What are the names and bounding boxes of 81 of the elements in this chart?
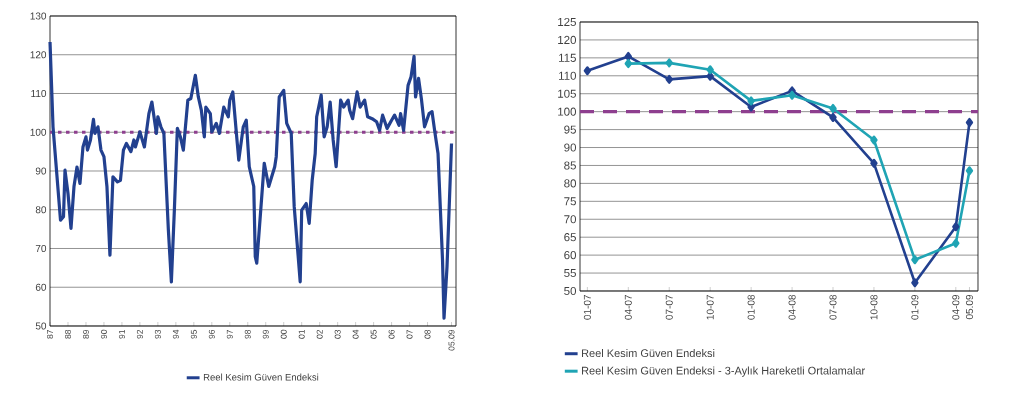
point — [911, 278, 919, 288]
y-tick-label: 90 — [35, 167, 47, 175]
x-tick-label: 90 — [100, 329, 107, 339]
x-tick-label: 04 — [352, 329, 359, 339]
x-tick-label: 01 — [298, 329, 305, 339]
x-tick-label: 01-08 — [747, 294, 755, 320]
y-tick-label: 120 — [558, 35, 577, 44]
y-tick-label: 50 — [35, 322, 47, 330]
point — [965, 117, 974, 127]
y-tick-label: 110 — [559, 71, 577, 80]
x-tick-label: 92 — [136, 329, 143, 339]
y-tick-label: 75 — [564, 197, 576, 206]
y-tick-label: 120 — [30, 51, 47, 59]
legend-label: Reel Kesim Güven Endeksi — [203, 373, 319, 381]
y-tick-label: 85 — [564, 161, 576, 170]
legend-label: Reel Kesim Güven Endeksi - 3-Aylık Hareketli Ortalamalar — [582, 366, 865, 377]
x-tick-label: 94 — [172, 329, 179, 339]
x-tick-label: 03 — [334, 329, 341, 339]
point — [706, 65, 714, 75]
point — [624, 51, 633, 61]
y-tick-label: 80 — [564, 179, 577, 188]
point — [911, 255, 919, 265]
y-tick-label: 70 — [564, 215, 577, 224]
x-tick-label: 87 — [47, 329, 54, 339]
y-tick-label: 70 — [35, 244, 47, 253]
x-tick-label: 02 — [316, 329, 323, 339]
x-tick-label: 99 — [262, 329, 269, 339]
point — [583, 66, 592, 76]
y-tick-label: 50 — [564, 286, 577, 296]
point — [870, 135, 878, 145]
point — [665, 74, 673, 84]
point — [965, 166, 974, 176]
y-tick-label: 100 — [30, 128, 47, 136]
x-tick-label: 01-07 — [583, 295, 591, 320]
x-tick-label: 97 — [226, 329, 233, 339]
point — [665, 58, 673, 68]
y-tick-label: 115 — [559, 53, 576, 62]
x-tick-label: 08 — [424, 329, 431, 339]
y-tick-label: 105 — [558, 89, 576, 98]
y-tick-label: 125 — [558, 17, 576, 27]
point — [747, 96, 755, 106]
x-tick-label: 04-09 — [952, 294, 960, 320]
point — [952, 238, 960, 248]
x-tick-label: 88 — [64, 329, 71, 339]
x-tick-label: 04-07 — [624, 295, 632, 320]
y-tick-label: 60 — [35, 283, 47, 291]
point — [829, 112, 837, 122]
x-tick-label: 10-07 — [706, 295, 714, 320]
x-tick-label: 93 — [154, 329, 161, 339]
point — [788, 90, 796, 100]
x-tick-label: 05.09 — [448, 329, 455, 351]
y-tick-label: 100 — [558, 107, 577, 116]
x-tick-label: 04-08 — [788, 294, 796, 320]
point — [829, 103, 837, 113]
x-tick-label: 98 — [244, 329, 251, 339]
y-tick-label: 65 — [564, 233, 576, 242]
x-tick-label: 10-08 — [870, 294, 878, 320]
x-tick-label: 00 — [280, 329, 287, 339]
x-tick-label: 01-09 — [911, 294, 919, 320]
x-tick-label: 06 — [388, 329, 395, 339]
point — [952, 222, 960, 232]
y-tick-label: 130 — [30, 12, 47, 20]
x-tick-label: 95 — [190, 329, 197, 339]
x-tick-label: 07-07 — [665, 295, 673, 320]
point — [624, 59, 633, 69]
x-tick-label: 05 — [370, 329, 377, 339]
point — [870, 158, 878, 168]
x-tick-label: 07-08 — [829, 294, 837, 320]
legend-label: Reel Kesim Güven Endeksi — [582, 348, 715, 358]
y-tick-label: 80 — [35, 206, 47, 214]
line-series — [48, 40, 454, 320]
y-tick-label: 60 — [564, 251, 577, 260]
x-tick-label: 07 — [406, 329, 413, 339]
x-tick-label: 96 — [208, 329, 215, 339]
y-tick-label: 95 — [564, 125, 576, 134]
y-tick-label: 55 — [564, 269, 576, 278]
x-tick-label: 05.09 — [965, 294, 974, 320]
y-tick-label: 90 — [564, 143, 577, 152]
y-tick-label: 110 — [31, 89, 47, 98]
x-tick-label: 91 — [118, 329, 125, 339]
x-tick-label: 89 — [82, 329, 89, 339]
